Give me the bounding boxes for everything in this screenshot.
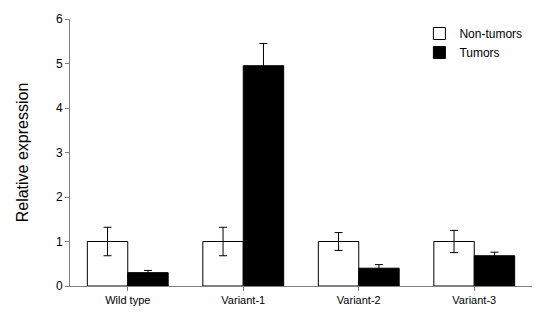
svg-text:Variant-3: Variant-3	[452, 294, 496, 306]
svg-text:Tumors: Tumors	[459, 46, 499, 60]
svg-text:5: 5	[56, 57, 63, 71]
svg-text:Variant-1: Variant-1	[221, 294, 265, 306]
svg-text:4: 4	[56, 101, 63, 115]
svg-text:Relative expression: Relative expression	[14, 83, 31, 223]
svg-text:0: 0	[56, 279, 63, 293]
svg-text:3: 3	[56, 146, 63, 160]
svg-text:Non-tumors: Non-tumors	[459, 27, 522, 41]
svg-text:Wild type: Wild type	[105, 294, 150, 306]
svg-text:Variant-2: Variant-2	[337, 294, 381, 306]
svg-text:6: 6	[56, 12, 63, 26]
svg-text:1: 1	[56, 235, 63, 249]
svg-text:2: 2	[56, 190, 63, 204]
